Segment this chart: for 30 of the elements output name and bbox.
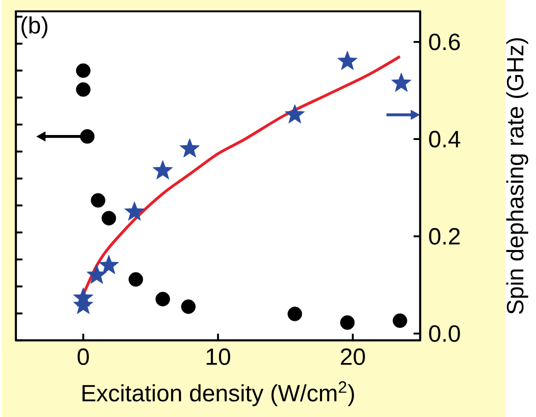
x-tick-label: 20 [340, 348, 365, 365]
point [337, 50, 358, 70]
point [124, 201, 145, 220]
point [128, 272, 144, 286]
x-axis-title: Excitation density (W/cm$^{2}$) [82, 381, 354, 406]
y2-tick-label: 0.4 [429, 130, 460, 148]
point [76, 63, 90, 78]
point [181, 299, 196, 314]
point [152, 160, 173, 180]
y2-tick-label: 0.0 [429, 325, 460, 342]
point [76, 82, 90, 97]
point [80, 128, 95, 144]
x-tick-label: 0 [78, 348, 89, 365]
y2-tick-label: 0.2 [429, 228, 460, 244]
point [98, 254, 119, 274]
point [156, 292, 170, 306]
text: (b) [22, 16, 48, 38]
point [288, 306, 302, 321]
point [90, 192, 106, 208]
point [284, 104, 305, 124]
x-tick-label: 10 [206, 348, 230, 365]
point [340, 315, 355, 330]
y2-tick-label: 0.6 [429, 33, 460, 50]
y2-axis-title: Spin dephasing rate (GHz) [506, 38, 528, 314]
point [391, 72, 412, 92]
point [180, 138, 200, 158]
point [86, 264, 107, 284]
point [102, 210, 116, 226]
point [392, 313, 408, 328]
point [73, 287, 94, 306]
